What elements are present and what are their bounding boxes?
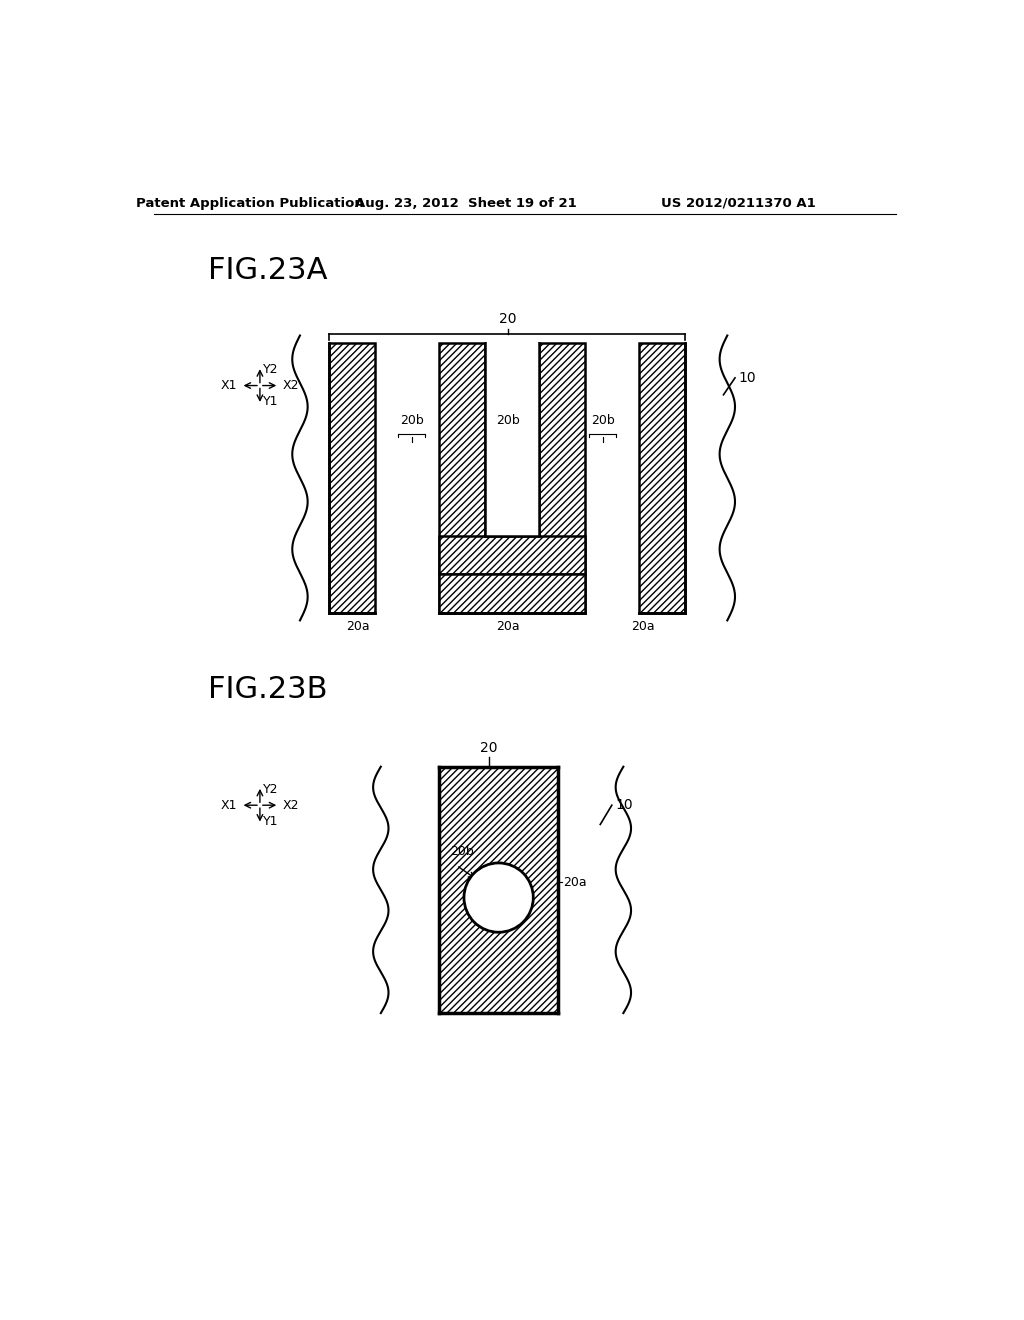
Text: FIG.23A: FIG.23A bbox=[208, 256, 327, 285]
Text: 20a: 20a bbox=[496, 620, 519, 634]
Text: Y2: Y2 bbox=[263, 363, 279, 376]
Text: 20b: 20b bbox=[399, 413, 424, 426]
Text: 20: 20 bbox=[480, 741, 498, 755]
Text: 10: 10 bbox=[615, 799, 633, 812]
Bar bbox=[539, 343, 585, 612]
Text: Y1: Y1 bbox=[263, 395, 279, 408]
Text: 20b: 20b bbox=[451, 845, 474, 858]
Text: Y2: Y2 bbox=[263, 783, 279, 796]
Text: Aug. 23, 2012  Sheet 19 of 21: Aug. 23, 2012 Sheet 19 of 21 bbox=[354, 197, 577, 210]
Text: 20a: 20a bbox=[563, 875, 587, 888]
Text: X2: X2 bbox=[283, 799, 299, 812]
Text: FIG.23B: FIG.23B bbox=[208, 676, 327, 704]
Bar bbox=[639, 343, 685, 612]
Bar bbox=[330, 343, 376, 612]
Text: US 2012/0211370 A1: US 2012/0211370 A1 bbox=[662, 197, 816, 210]
Text: 20a: 20a bbox=[346, 620, 370, 634]
Bar bbox=[438, 343, 484, 612]
Text: 20b: 20b bbox=[496, 413, 520, 426]
Text: 20: 20 bbox=[499, 313, 517, 326]
Bar bbox=[438, 767, 558, 1014]
Bar bbox=[438, 536, 585, 574]
Text: 20b: 20b bbox=[591, 413, 614, 426]
Text: X1: X1 bbox=[221, 799, 238, 812]
Bar bbox=[438, 574, 585, 612]
Text: Patent Application Publication: Patent Application Publication bbox=[136, 197, 364, 210]
Bar bbox=[484, 343, 539, 536]
Circle shape bbox=[464, 863, 534, 932]
Text: X2: X2 bbox=[283, 379, 299, 392]
Text: X1: X1 bbox=[221, 379, 238, 392]
Text: 20a: 20a bbox=[631, 620, 654, 634]
Text: 10: 10 bbox=[739, 371, 757, 385]
Text: Y1: Y1 bbox=[263, 814, 279, 828]
